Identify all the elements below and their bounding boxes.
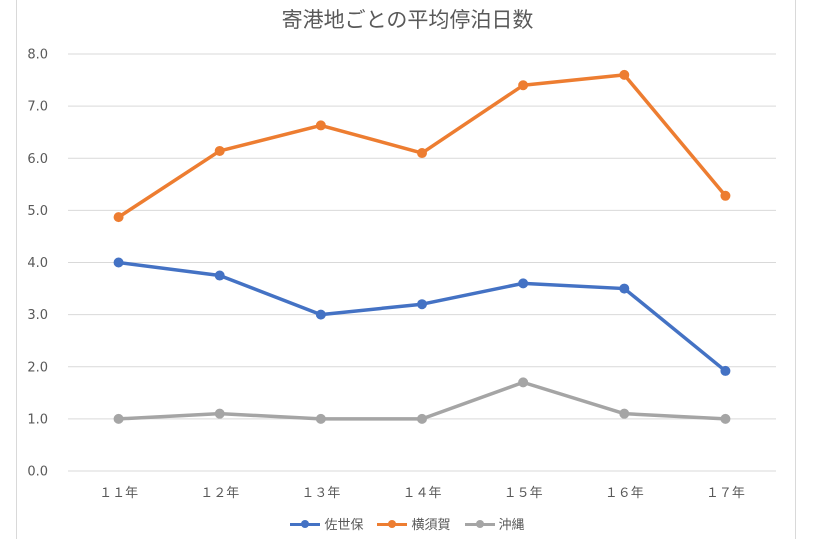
chart-title: 寄港地ごとの平均停泊日数 [281, 8, 534, 32]
data-point [619, 283, 630, 294]
data-point [315, 120, 326, 131]
legend-marker-icon [464, 517, 495, 531]
series-0 [113, 257, 731, 376]
x-axis-tick-labels: １１年 １２年 １３年 １４年 １５年 １６年 １７年 [99, 486, 745, 501]
y-tick-label: 3.0 [27, 308, 48, 323]
x-tick-label: １７年 [706, 486, 745, 501]
series-2 [113, 377, 731, 424]
legend-marker-icon [377, 517, 408, 531]
data-point [214, 270, 225, 281]
x-tick-label: １５年 [504, 486, 543, 501]
gridlines [68, 53, 776, 472]
data-point [113, 257, 124, 268]
y-tick-label: 0.0 [27, 465, 48, 480]
data-point [417, 299, 427, 310]
data-point [214, 145, 225, 156]
data-point [113, 212, 124, 223]
series-1 [113, 69, 731, 223]
legend-label: 沖縄 [498, 518, 525, 533]
y-tick-label: 1.0 [27, 412, 48, 427]
data-point [113, 413, 124, 424]
data-point [518, 80, 529, 91]
data-point [720, 413, 731, 424]
y-tick-label: 7.0 [27, 100, 48, 115]
y-axis-tick-labels: 0.0 1.0 2.0 3.0 4.0 5.0 6.0 7.0 8.0 [27, 48, 48, 480]
data-point [720, 190, 731, 201]
y-tick-label: 8.0 [27, 48, 48, 63]
data-point [619, 69, 630, 80]
data-point [518, 278, 529, 289]
x-tick-label: １６年 [605, 486, 644, 501]
data-point [214, 408, 225, 419]
y-tick-label: 4.0 [27, 256, 48, 271]
y-tick-label: 6.0 [27, 152, 48, 167]
legend-item: 横須賀 [377, 514, 451, 533]
legend-item: 沖縄 [464, 514, 525, 533]
x-tick-label: １４年 [402, 486, 441, 501]
series-line [116, 260, 728, 373]
series-line [116, 73, 728, 219]
data-point [720, 365, 731, 376]
x-tick-label: １１年 [99, 486, 138, 501]
data-point [619, 408, 630, 419]
x-tick-label: １３年 [301, 486, 340, 501]
x-tick-label: １２年 [200, 486, 239, 501]
y-tick-label: 5.0 [27, 204, 48, 219]
legend-marker-icon [290, 517, 321, 531]
data-point [315, 413, 326, 424]
data-point [518, 377, 529, 388]
series-line [116, 380, 728, 421]
y-tick-label: 2.0 [27, 360, 48, 375]
legend: 佐世保 横須賀 沖縄 [0, 514, 815, 533]
series-lines [113, 69, 731, 424]
data-point [315, 309, 326, 320]
legend-label: 佐世保 [324, 518, 364, 533]
data-point [417, 148, 427, 159]
data-point [417, 413, 427, 424]
legend-label: 横須賀 [411, 518, 451, 533]
legend-item: 佐世保 [290, 514, 363, 533]
